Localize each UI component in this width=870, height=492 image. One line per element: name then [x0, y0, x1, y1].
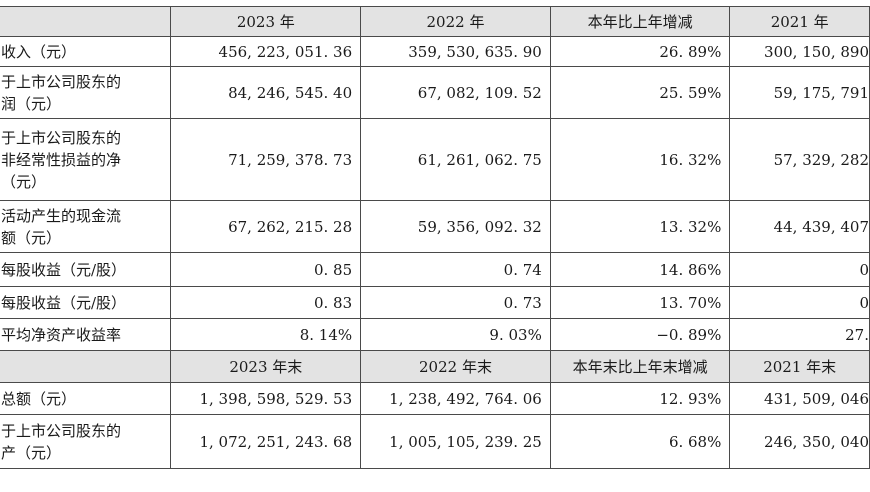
value-2021: 59, 175, 791 [729, 66, 870, 119]
value-2023: 67, 262, 215. 28 [170, 200, 362, 253]
value-change: 6. 68% [549, 414, 731, 469]
row-label: 活动产生的现金流 额（元） [0, 200, 172, 253]
value-2021: 27. [729, 318, 870, 351]
row-label: 每股收益（元/股） [0, 286, 172, 319]
row-label: 总额（元） [0, 382, 172, 415]
financial-table-container: 2023 年 2022 年 本年比上年增减 2021 年 收入（元） 456, … [0, 6, 870, 469]
header-2023-end: 2023 年末 [170, 350, 362, 383]
table-row-total-assets: 总额（元） 1, 398, 598, 529. 53 1, 238, 492, … [0, 382, 870, 415]
value-2021: 57, 329, 282 [729, 118, 870, 201]
value-2022: 0. 74 [360, 252, 551, 287]
value-change: 25. 59% [549, 66, 731, 119]
header-2021-end: 2021 年末 [729, 350, 870, 383]
value-2023: 84, 246, 545. 40 [170, 66, 362, 119]
table-row-basic-eps: 每股收益（元/股） 0. 85 0. 74 14. 86% 0 [0, 252, 870, 287]
header-2022: 2022 年 [360, 6, 551, 37]
value-2022: 9. 03% [360, 318, 551, 351]
row-label: 于上市公司股东的 非经常性损益的净 （元） [0, 118, 172, 201]
value-change: 13. 32% [549, 200, 731, 253]
value-2023: 0. 85 [170, 252, 362, 287]
value-2023: 8. 14% [170, 318, 362, 351]
value-2022: 0. 73 [360, 286, 551, 319]
value-change: 16. 32% [549, 118, 731, 201]
value-2022: 359, 530, 635. 90 [360, 36, 551, 67]
header-2021: 2021 年 [729, 6, 870, 37]
value-2021: 431, 509, 046 [729, 382, 870, 415]
header-row-period-end: 2023 年末 2022 年末 本年末比上年末增减 2021 年末 [0, 350, 870, 383]
header-row-period: 2023 年 2022 年 本年比上年增减 2021 年 [0, 6, 870, 37]
value-change: 14. 86% [549, 252, 731, 287]
row-label: 每股收益（元/股） [0, 252, 172, 287]
row-label: 于上市公司股东的 产（元） [0, 414, 172, 469]
value-2023: 1, 072, 251, 243. 68 [170, 414, 362, 469]
header-blank-cell [0, 6, 172, 37]
table-row-roe: 平均净资产收益率 8. 14% 9. 03% −0. 89% 27. [0, 318, 870, 351]
value-2023: 456, 223, 051. 36 [170, 36, 362, 67]
row-label: 于上市公司股东的 润（元） [0, 66, 172, 119]
value-change: 13. 70% [549, 286, 731, 319]
value-2022: 59, 356, 092. 32 [360, 200, 551, 253]
table-row-net-profit-excl-nonrecurring: 于上市公司股东的 非经常性损益的净 （元） 71, 259, 378. 73 6… [0, 118, 870, 201]
value-2022: 1, 005, 105, 239. 25 [360, 414, 551, 469]
value-2021: 0 [729, 252, 870, 287]
header-2023: 2023 年 [170, 6, 362, 37]
value-change: −0. 89% [549, 318, 731, 351]
value-2022: 61, 261, 062. 75 [360, 118, 551, 201]
value-2023: 1, 398, 598, 529. 53 [170, 382, 362, 415]
value-2021: 300, 150, 890 [729, 36, 870, 67]
value-2022: 67, 082, 109. 52 [360, 66, 551, 119]
value-change: 12. 93% [549, 382, 731, 415]
value-2023: 71, 259, 378. 73 [170, 118, 362, 201]
header-change-end: 本年末比上年末增减 [549, 350, 731, 383]
key-financial-indicators-table: 2023 年 2022 年 本年比上年增减 2021 年 收入（元） 456, … [0, 6, 870, 469]
table-row-revenue: 收入（元） 456, 223, 051. 36 359, 530, 635. 9… [0, 36, 870, 67]
row-label: 平均净资产收益率 [0, 318, 172, 351]
value-2021: 44, 439, 407 [729, 200, 870, 253]
value-change: 26. 89% [549, 36, 731, 67]
header-blank-cell [0, 350, 172, 383]
value-2021: 246, 350, 040 [729, 414, 870, 469]
value-2023: 0. 83 [170, 286, 362, 319]
table-row-operating-cash-flow: 活动产生的现金流 额（元） 67, 262, 215. 28 59, 356, … [0, 200, 870, 253]
table-row-diluted-eps: 每股收益（元/股） 0. 83 0. 73 13. 70% 0 [0, 286, 870, 319]
table-row-net-profit: 于上市公司股东的 润（元） 84, 246, 545. 40 67, 082, … [0, 66, 870, 119]
table-row-net-assets: 于上市公司股东的 产（元） 1, 072, 251, 243. 68 1, 00… [0, 414, 870, 469]
row-label: 收入（元） [0, 36, 172, 67]
value-2021: 0 [729, 286, 870, 319]
header-change: 本年比上年增减 [549, 6, 731, 37]
value-2022: 1, 238, 492, 764. 06 [360, 382, 551, 415]
header-2022-end: 2022 年末 [360, 350, 551, 383]
